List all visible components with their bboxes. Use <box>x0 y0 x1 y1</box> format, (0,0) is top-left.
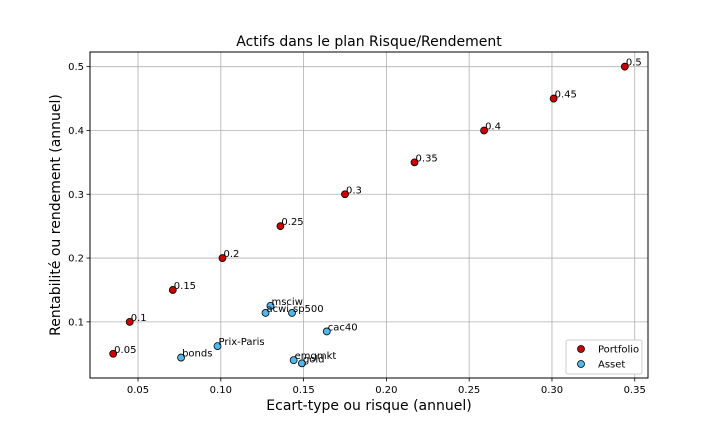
portfolio-point <box>410 158 419 167</box>
portfolio-point-label: 0.3 <box>346 185 362 196</box>
legend-marker-asset <box>577 360 585 368</box>
portfolio-point-label: 0.15 <box>174 281 196 292</box>
portfolio-point <box>276 222 285 231</box>
asset-point <box>213 342 222 351</box>
y-tick-label: 0.3 <box>68 190 84 201</box>
asset-point <box>322 327 331 336</box>
legend-marker-portfolio <box>577 345 585 353</box>
x-tick-label: 0.15 <box>292 385 314 396</box>
x-axis-title: Ecart-type ou risque (annuel) <box>266 398 471 414</box>
asset-point <box>266 302 275 310</box>
x-tick-label: 0.20 <box>375 385 397 396</box>
y-tick-label: 0.1 <box>68 317 84 328</box>
asset-point-label: msciw <box>271 297 302 308</box>
portfolio-point <box>125 317 134 326</box>
portfolio-point <box>549 94 558 103</box>
asset-point <box>261 309 270 317</box>
portfolio-point-label: 0.2 <box>223 249 239 260</box>
asset-point-label: sp500 <box>293 304 324 315</box>
point-labels: 0.05 0.1 0.15 0.2 0.25 0.3 0.35 0.4 0.45 0.5 bonds… <box>114 58 642 366</box>
legend-box <box>565 339 643 375</box>
portfolio-point <box>109 349 118 358</box>
portfolio-point <box>620 62 629 71</box>
asset-point-label: gold <box>303 354 325 365</box>
asset-point-label: Prix-Paris <box>218 337 264 348</box>
portfolio-point-label: 0.5 <box>626 58 642 69</box>
portfolio-point <box>168 286 177 294</box>
grid-lines <box>90 52 648 378</box>
asset-point <box>288 309 296 317</box>
portfolio-point <box>218 254 227 262</box>
y-tick-label: 0.5 <box>68 62 84 73</box>
asset-point-label: emgmkt <box>295 351 337 362</box>
portfolio-point <box>480 126 488 135</box>
y-tick-label: 0.2 <box>68 254 84 265</box>
plot-area-frame <box>89 51 649 379</box>
portfolio-point <box>341 190 349 199</box>
portfolio-point-label: 0.4 <box>485 121 501 132</box>
asset-point-label: acwi <box>267 304 290 315</box>
axis-ticks: 0.05 0.10 0.15 0.20 0.25 0.30 0.35 0.1 0.2 0.3 0.4… <box>68 62 646 396</box>
asset-point <box>289 356 298 365</box>
portfolio-point-label: 0.1 <box>131 313 147 324</box>
chart-title: Actifs dans le plan Risque/Rendement <box>236 34 502 50</box>
y-tick-label: 0.4 <box>68 126 84 137</box>
asset-point-label: bonds <box>182 349 212 360</box>
asset-point <box>177 353 185 362</box>
legend-label-asset: Asset <box>598 360 625 371</box>
asset-point-label: cac40 <box>328 322 358 333</box>
x-tick-label: 0.30 <box>541 385 563 396</box>
x-tick-label: 0.05 <box>127 385 149 396</box>
data-points <box>109 62 629 368</box>
asset-point <box>298 359 306 368</box>
x-tick-label: 0.10 <box>210 385 232 396</box>
legend-label-portfolio: Portfolio <box>598 345 639 356</box>
portfolio-point-label: 0.25 <box>281 217 303 228</box>
portfolio-point-label: 0.45 <box>555 90 577 101</box>
x-tick-label: 0.35 <box>624 385 646 396</box>
portfolio-point-label: 0.05 <box>114 345 136 356</box>
y-axis-title: Rentabilité ou rendement (annuel) <box>48 94 64 336</box>
x-tick-label: 0.25 <box>458 385 480 396</box>
portfolio-point-label: 0.35 <box>416 153 438 164</box>
legend: Portfolio Asset <box>565 339 643 375</box>
